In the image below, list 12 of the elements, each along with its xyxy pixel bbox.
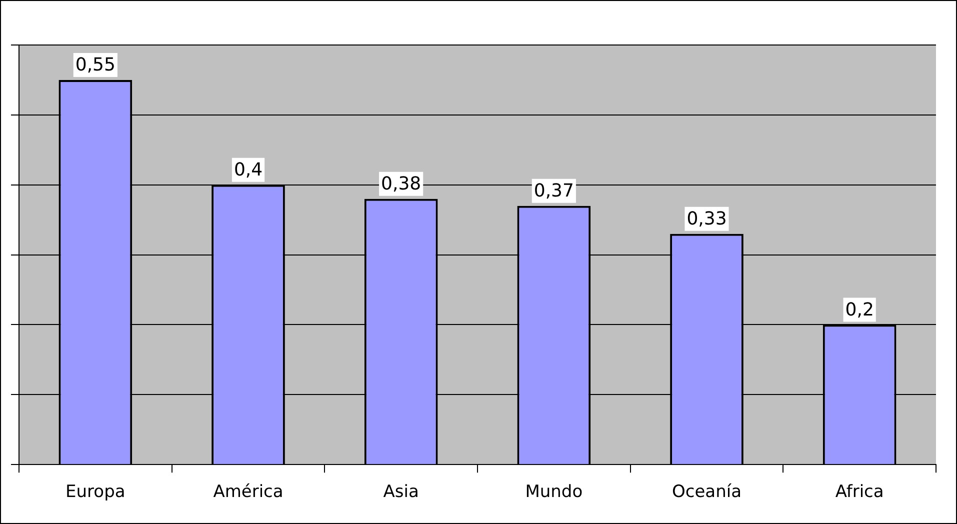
data-label: 0,55 (75, 54, 116, 76)
x-tick-label: Mundo (525, 482, 583, 502)
data-label: 0,33 (686, 208, 727, 230)
x-tick-label: Asia (383, 482, 419, 502)
data-label: 0,4 (234, 160, 263, 181)
data-label: 0,38 (381, 174, 422, 195)
x-tick-label: Europa (66, 482, 126, 502)
x-tick-label: Africa (835, 482, 884, 502)
x-tick-label: América (213, 482, 284, 502)
data-label: 0,2 (845, 299, 874, 320)
x-tick-label: Oceanía (672, 482, 742, 502)
data-label: 0,37 (534, 180, 574, 202)
